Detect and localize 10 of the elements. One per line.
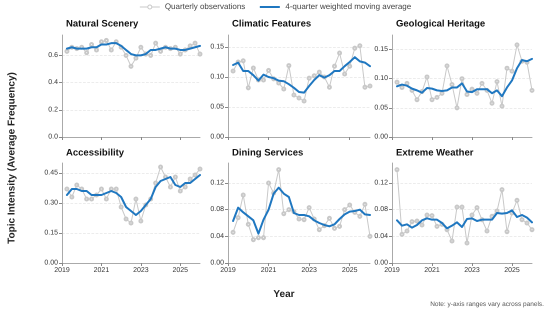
chart-title: Dining Services — [232, 148, 304, 158]
chart-title: Accessibility — [66, 148, 125, 158]
chart-title: Natural Scenery — [66, 18, 140, 30]
legend-label: Quarterly observations — [164, 2, 246, 11]
chart-title: Extreme Weather — [396, 148, 474, 158]
x-axis-title: Year — [273, 289, 295, 300]
legend-label: 4-quarter weighted moving average — [285, 2, 412, 11]
chart-title: Geological Heritage — [396, 18, 486, 30]
chart-title: Climatic Features — [232, 18, 312, 30]
y-axis-title: Topic Intensity (Average Frequency) — [6, 72, 18, 244]
